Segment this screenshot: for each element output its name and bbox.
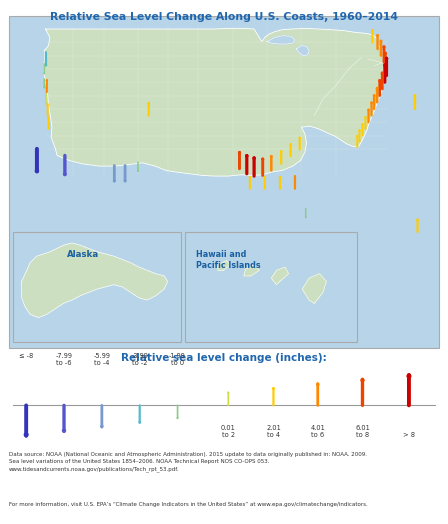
Text: -1.99
to 0: -1.99 to 0 bbox=[169, 353, 186, 366]
Polygon shape bbox=[244, 265, 259, 276]
Polygon shape bbox=[302, 274, 326, 303]
Polygon shape bbox=[267, 36, 295, 44]
Text: Alaska: Alaska bbox=[67, 250, 99, 259]
FancyBboxPatch shape bbox=[13, 232, 181, 342]
Text: Data source: NOAA (National Oceanic and Atmospheric Administration). 2015 update: Data source: NOAA (National Oceanic and … bbox=[9, 452, 367, 472]
Polygon shape bbox=[296, 46, 309, 56]
Polygon shape bbox=[43, 28, 387, 176]
FancyBboxPatch shape bbox=[9, 16, 439, 348]
Polygon shape bbox=[22, 243, 168, 318]
Text: 0.01
to 2: 0.01 to 2 bbox=[221, 425, 236, 438]
Text: -3.99
to -2: -3.99 to -2 bbox=[131, 353, 148, 366]
FancyBboxPatch shape bbox=[185, 232, 358, 342]
Text: > 8: > 8 bbox=[403, 432, 415, 438]
Polygon shape bbox=[271, 267, 289, 285]
Text: For more information, visit U.S. EPA’s “Climate Change Indicators in the United : For more information, visit U.S. EPA’s “… bbox=[9, 502, 368, 507]
Text: 6.01
to 8: 6.01 to 8 bbox=[355, 425, 370, 438]
Text: -5.99
to -4: -5.99 to -4 bbox=[93, 353, 110, 366]
Text: Relative Sea Level Change Along U.S. Coasts, 1960–2014: Relative Sea Level Change Along U.S. Coa… bbox=[50, 12, 398, 21]
Text: Relative sea level change (inches):: Relative sea level change (inches): bbox=[121, 353, 327, 363]
Text: Hawaii and
Pacific Islands: Hawaii and Pacific Islands bbox=[196, 250, 261, 270]
Text: 4.01
to 6: 4.01 to 6 bbox=[310, 425, 325, 438]
Text: 2.01
to 4: 2.01 to 4 bbox=[266, 425, 281, 438]
Text: ≤ -8: ≤ -8 bbox=[19, 353, 33, 359]
Polygon shape bbox=[218, 260, 230, 270]
Text: -7.99
to -6: -7.99 to -6 bbox=[56, 353, 73, 366]
